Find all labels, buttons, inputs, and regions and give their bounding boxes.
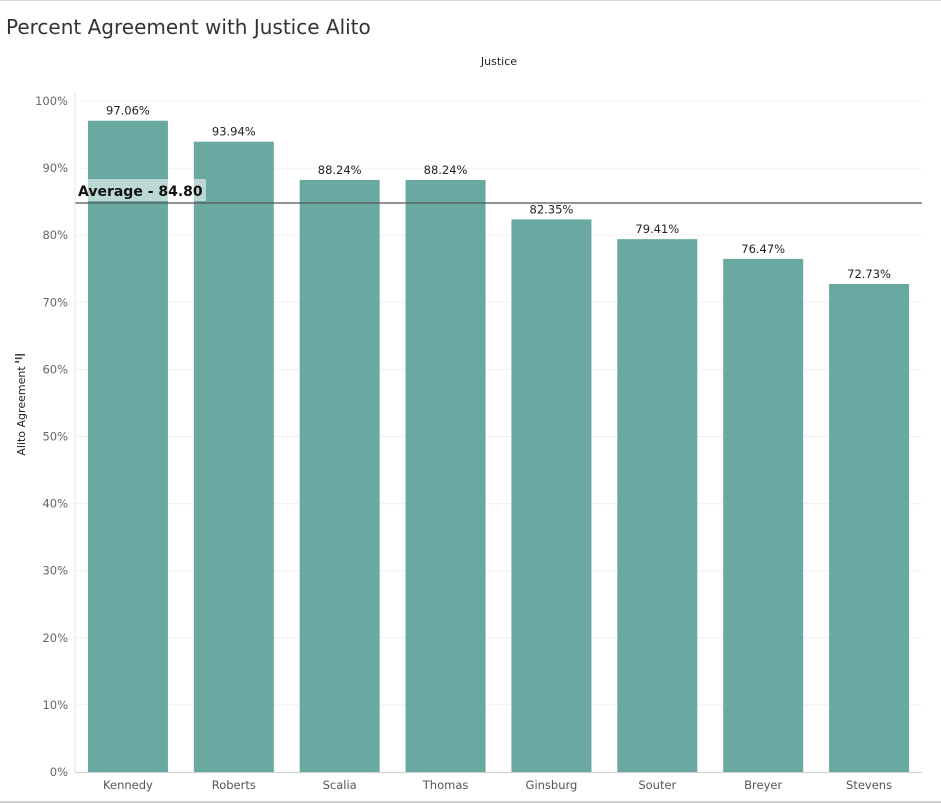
- bar-kennedy[interactable]: [87, 120, 168, 772]
- bar-souter[interactable]: [617, 239, 698, 772]
- reference-label-background: [75, 178, 206, 201]
- sort-descending-icon[interactable]: [15, 354, 25, 363]
- y-tick-label: 90%: [42, 161, 68, 175]
- bar-roberts[interactable]: [193, 141, 274, 772]
- y-axis: 0% 10% 20% 30% 40% 50% 60% 70% 80% 90% 100%: [35, 91, 76, 779]
- y-tick-label: 30%: [42, 564, 68, 578]
- data-label: 97.06%: [106, 104, 150, 118]
- data-labels: 97.06% 93.94% 88.24% 88.24% 82.35% 79.41% 76.4…: [106, 104, 891, 281]
- y-tick-label: 80%: [42, 228, 68, 242]
- y-tick-label: 0%: [50, 765, 68, 779]
- y-tick-label: 20%: [42, 631, 68, 645]
- y-tick-label: 60%: [42, 362, 68, 376]
- x-tick-label: Scalia: [323, 778, 357, 792]
- x-tick-label: Ginsburg: [526, 778, 578, 792]
- y-tick-label: 40%: [42, 497, 68, 511]
- bar-breyer[interactable]: [723, 258, 804, 772]
- data-label: 79.41%: [635, 222, 679, 236]
- x-tick-label: Souter: [638, 778, 676, 792]
- data-label: 88.24%: [318, 163, 362, 177]
- chart-title: Percent Agreement with Justice Alito: [6, 15, 371, 39]
- x-tick-label: Kennedy: [103, 778, 153, 792]
- y-tick-label: 10%: [42, 698, 68, 712]
- bar-thomas[interactable]: [405, 179, 486, 772]
- x-tick-label: Breyer: [744, 778, 782, 792]
- data-label: 93.94%: [212, 125, 256, 139]
- y-tick-label: 50%: [42, 430, 68, 444]
- column-header: Justice: [480, 55, 517, 68]
- x-tick-label: Stevens: [846, 778, 892, 792]
- data-label: 72.73%: [847, 267, 891, 281]
- data-label: 88.24%: [424, 163, 468, 177]
- bar-ginsburg[interactable]: [511, 219, 592, 772]
- x-tick-label: Thomas: [422, 778, 469, 792]
- bar-stevens[interactable]: [829, 283, 910, 772]
- data-label: 76.47%: [741, 242, 785, 256]
- x-axis: Kennedy Roberts Scalia Thomas Ginsburg Souter…: [75, 772, 922, 792]
- bars: [87, 120, 910, 772]
- data-label: 82.35%: [530, 202, 574, 216]
- y-axis-title: Alito Agreement: [15, 366, 28, 456]
- x-tick-label: Roberts: [212, 778, 256, 792]
- reference-line-group: Average - 84.80: [75, 178, 922, 204]
- y-tick-label: 100%: [35, 94, 68, 108]
- y-tick-label: 70%: [42, 295, 68, 309]
- reference-line-label: Average - 84.80: [78, 184, 203, 200]
- bar-scalia[interactable]: [299, 179, 380, 772]
